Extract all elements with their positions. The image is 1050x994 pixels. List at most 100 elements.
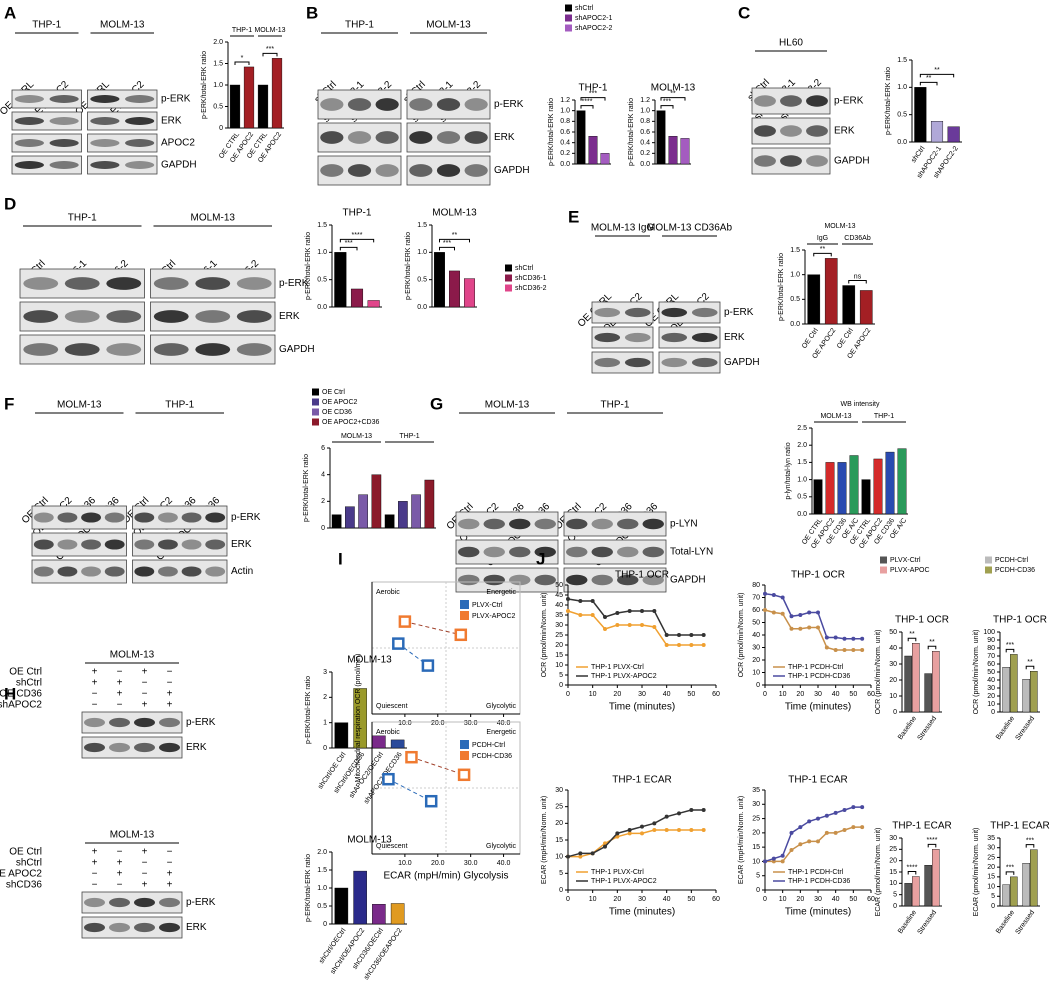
bar — [390, 739, 405, 749]
y-tick-label: 0 — [991, 903, 995, 910]
bar — [914, 87, 927, 143]
panel-label: C — [738, 3, 750, 22]
series-line — [764, 806, 863, 863]
x-tick-label: shCtrl/OEAPOC2 — [330, 927, 367, 975]
y-tick-label: 30 — [889, 661, 897, 668]
legend-label: PCDH-CD36 — [995, 567, 1035, 574]
condition-sign: − — [92, 880, 98, 891]
blot-band — [14, 117, 44, 125]
point — [860, 825, 865, 830]
sig-label: ** — [926, 75, 932, 82]
legend-label: PCDH-CD36 — [472, 753, 512, 760]
quadrant-label: Quiescent — [376, 843, 408, 850]
y-tick-label: 70 — [987, 653, 995, 660]
y-tick-label: 0.2 — [640, 150, 650, 157]
blot-band — [134, 566, 155, 577]
y-tick-label: 0.6 — [560, 129, 570, 136]
sig-label: ** — [452, 232, 458, 239]
point — [590, 613, 595, 617]
blot-band — [205, 512, 226, 523]
blot-band — [464, 131, 488, 144]
sig-label: ** — [1027, 659, 1033, 666]
blot-band — [84, 742, 105, 753]
point — [780, 611, 785, 616]
y-tick-label: 1 — [323, 720, 327, 727]
point — [640, 831, 644, 836]
x-tick-label: 50 — [687, 691, 695, 698]
bar — [384, 514, 395, 529]
y-axis-label: p-ERK/total-ERK ratio — [305, 676, 312, 744]
y-tick-label: 1.5 — [417, 222, 427, 229]
y-tick-label: 1.2 — [640, 97, 650, 104]
y-tick-label: 40 — [987, 677, 995, 684]
x-tick-label: 40 — [663, 896, 671, 903]
point — [771, 856, 776, 861]
blot-band — [534, 546, 556, 558]
condition-sign: + — [117, 858, 123, 869]
point — [689, 808, 694, 812]
x-tick-label: 20 — [613, 691, 621, 698]
band-label: p-ERK — [161, 94, 191, 105]
x-tick-label: 10.0 — [398, 720, 412, 727]
bar — [807, 274, 821, 325]
blot-band — [90, 161, 120, 169]
point — [382, 772, 395, 786]
bar — [912, 876, 920, 907]
legend-label: THP-1 PLVX-Ctrl — [591, 664, 644, 671]
x-tick-label: Stressed — [1015, 909, 1037, 936]
sig-label: *** — [1006, 865, 1014, 872]
blot-band — [464, 98, 488, 111]
y-tick-label: 3 — [323, 669, 327, 676]
band-label: GAPDH — [494, 165, 530, 176]
y-tick-label: 0 — [991, 709, 995, 716]
legend-label: shCtrl — [575, 5, 594, 12]
bar — [656, 110, 666, 165]
sig-label: ** — [909, 631, 915, 638]
chart-title: MOLM-13 — [824, 223, 855, 230]
chart-title: THP-1 — [579, 83, 608, 94]
point — [652, 828, 657, 832]
point — [627, 623, 632, 627]
point — [640, 609, 644, 613]
point — [833, 635, 838, 640]
blot-band — [409, 164, 433, 177]
bar — [353, 870, 367, 925]
x-tick-label: 20 — [796, 896, 804, 903]
blot-group-label: THP-1 — [601, 400, 630, 411]
x-tick-label: 30 — [814, 691, 822, 698]
band-label: ERK — [834, 126, 855, 137]
legend-label: PLVX-APOC — [890, 567, 930, 574]
x-tick-label: shAPOC2/OECtrl — [348, 751, 385, 800]
y-tick-label: 1.0 — [560, 108, 570, 115]
condition-name: shCtrl — [16, 858, 42, 869]
x-tick-label: shCtrl — [910, 145, 926, 164]
y-tick-label: 0.5 — [213, 103, 223, 110]
point — [833, 648, 838, 652]
sig-label: **** — [352, 232, 363, 239]
panel-label: J — [536, 549, 545, 568]
blot-strip — [11, 133, 82, 153]
blot-group-label: MOLM-13 CD36Ab — [647, 223, 732, 234]
legend-label: THP-1 PCDH-CD36 — [788, 673, 850, 680]
blot-band — [594, 307, 621, 318]
legend-label: THP-1 PCDH-CD36 — [788, 878, 850, 885]
y-tick-label: 20 — [889, 858, 897, 865]
sig-bracket — [234, 61, 250, 65]
blot-band — [106, 310, 142, 323]
point — [824, 830, 829, 835]
x-tick-label: 30.0 — [464, 860, 478, 867]
connector — [411, 756, 465, 776]
condition-sign: − — [142, 858, 148, 869]
point — [789, 848, 794, 852]
blot-band — [14, 95, 44, 103]
bar — [1010, 654, 1018, 713]
blot-band — [104, 539, 125, 550]
point — [798, 825, 803, 830]
blot-strip — [81, 711, 183, 734]
series-line — [567, 610, 704, 646]
legend-label: PLVX-APOC2 — [472, 613, 516, 620]
panel-label: I — [338, 549, 343, 568]
y-tick-label: 25 — [752, 815, 760, 822]
legend-label: PCDH-Ctrl — [995, 557, 1028, 564]
sig-bracket — [1005, 648, 1015, 653]
